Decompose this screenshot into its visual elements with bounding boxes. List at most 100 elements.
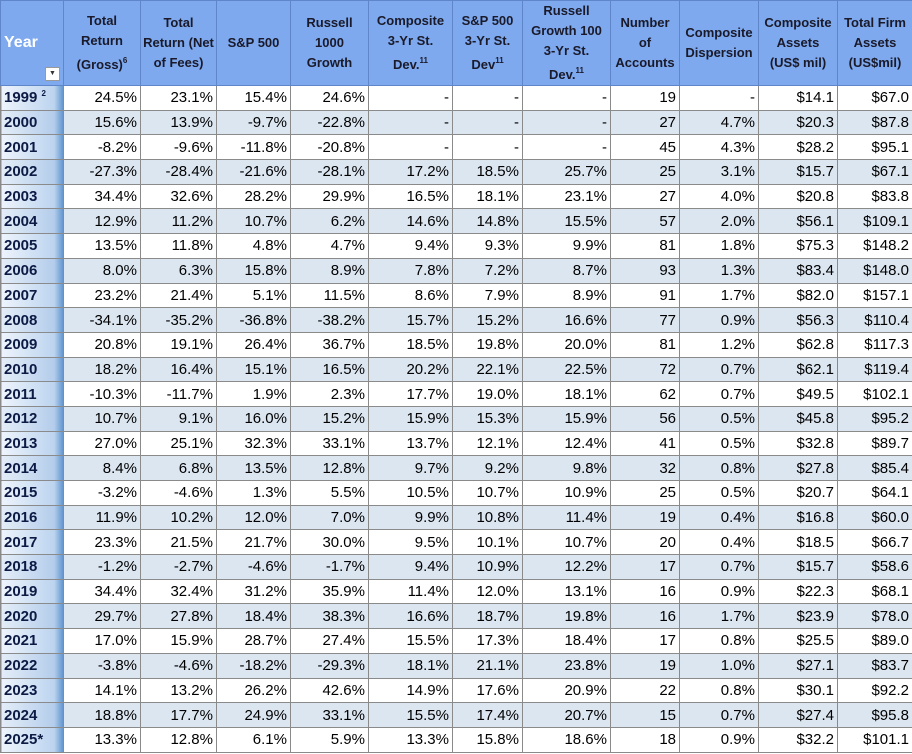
value-cell: 25.1% xyxy=(140,430,217,457)
value-cell: 15.9% xyxy=(522,405,611,432)
value-cell: - xyxy=(368,109,453,136)
value-cell: 35.9% xyxy=(290,578,369,605)
value-cell: 11.9% xyxy=(63,504,141,531)
value-cell: -4.6% xyxy=(216,554,291,580)
value-cell: -9.7% xyxy=(216,109,291,136)
value-cell: 20.2% xyxy=(368,356,453,383)
value-cell: $89.7 xyxy=(837,430,912,457)
value-cell: 9.4% xyxy=(368,554,453,580)
value-cell: 28.2% xyxy=(216,183,291,210)
value-cell: $60.0 xyxy=(837,504,912,531)
value-cell: 0.8% xyxy=(679,455,759,481)
value-cell: 0.8% xyxy=(679,628,759,654)
data-row: 1999 2 24.5% 23.1% 15.4% 24.6% - - -19- $14.1 $67… xyxy=(0,85,912,111)
value-cell: 7.8% xyxy=(368,257,453,284)
data-row: 2013 27.0% 25.1% 32.3% 33.1% 13.7% 12.1% 12.4% 4… xyxy=(0,430,912,457)
data-row: 2012 10.7% 9.1% 16.0% 15.2% 15.9% 15.3% 15.9% 56… xyxy=(0,405,912,432)
value-cell: 15 xyxy=(610,702,680,728)
column-header: Composite 3-Yr St. Dev.11 xyxy=(368,0,453,86)
value-cell: 10.7% xyxy=(63,405,141,432)
value-cell: $148.2 xyxy=(837,233,912,259)
value-cell: 21.5% xyxy=(140,529,217,556)
column-header: S&P 500 xyxy=(216,0,291,86)
year-text: 1999 xyxy=(4,89,38,107)
value-cell: 0.7% xyxy=(679,381,759,407)
value-cell: 32.4% xyxy=(140,578,217,605)
value-cell: 91 xyxy=(610,282,680,309)
value-cell: 17.4% xyxy=(452,702,523,728)
value-cell: -28.4% xyxy=(140,159,217,185)
value-cell: -18.2% xyxy=(216,652,291,679)
value-cell: 6.3% xyxy=(140,257,217,284)
value-cell: 18.4% xyxy=(522,628,611,654)
year-text: 2004 xyxy=(4,212,38,230)
data-row: 2007 23.2% 21.4% 5.1% 11.5% 8.6% 7.9% 8.9% 91 1.7… xyxy=(0,282,912,309)
header-row: Year ▼ Total Return (Gross)6 Total Return (… xyxy=(0,0,912,86)
value-cell: $78.0 xyxy=(837,603,912,630)
year-cell: 2005 xyxy=(0,233,64,259)
value-cell: $92.2 xyxy=(837,677,912,704)
value-cell: $20.7 xyxy=(758,480,838,506)
value-cell: -4.6% xyxy=(140,480,217,506)
value-cell: 0.8% xyxy=(679,677,759,704)
value-cell: 0.7% xyxy=(679,356,759,383)
value-cell: 18.2% xyxy=(63,356,141,383)
value-cell: 15.7% xyxy=(368,307,453,333)
year-cell: 2001 xyxy=(0,134,64,161)
value-cell: $14.1 xyxy=(758,85,838,111)
value-cell: 8.4% xyxy=(63,455,141,481)
data-row: 2006 8.0% 6.3% 15.8% 8.9% 7.8% 7.2% 8.7% 93 1.3% $… xyxy=(0,257,912,284)
value-cell: 0.4% xyxy=(679,504,759,531)
value-cell: -11.8% xyxy=(216,134,291,161)
value-cell: 8.9% xyxy=(522,282,611,309)
value-cell: 5.9% xyxy=(290,726,369,753)
year-text: 2022 xyxy=(4,657,38,675)
year-text: 2001 xyxy=(4,138,38,156)
value-cell: 15.5% xyxy=(522,208,611,235)
value-cell: 10.7% xyxy=(522,529,611,556)
value-cell: $56.3 xyxy=(758,307,838,333)
value-cell: $32.8 xyxy=(758,430,838,457)
value-cell: -1.7% xyxy=(290,554,369,580)
value-cell: 29.9% xyxy=(290,183,369,210)
value-cell: 15.1% xyxy=(216,356,291,383)
value-cell: $18.5 xyxy=(758,529,838,556)
header-text: Composite Dispersion xyxy=(685,25,753,60)
value-cell: 19.8% xyxy=(452,331,523,358)
value-cell: 4.8% xyxy=(216,233,291,259)
year-cell: 2013 xyxy=(0,430,64,457)
value-cell: $27.1 xyxy=(758,652,838,679)
footnote-ref: 11 xyxy=(495,56,504,65)
value-cell: 18.7% xyxy=(452,603,523,630)
value-cell: 10.8% xyxy=(452,504,523,531)
year-text: 2019 xyxy=(4,583,38,601)
value-cell: $28.2 xyxy=(758,134,838,161)
value-cell: $16.8 xyxy=(758,504,838,531)
value-cell: $27.4 xyxy=(758,702,838,728)
column-header: Number of Accounts xyxy=(610,0,680,86)
value-cell: 23.3% xyxy=(63,529,141,556)
value-cell: 15.6% xyxy=(63,109,141,136)
value-cell: 18.5% xyxy=(368,331,453,358)
value-cell: -2.7% xyxy=(140,554,217,580)
year-cell: 2016 xyxy=(0,504,64,531)
value-cell: 12.2% xyxy=(522,554,611,580)
value-cell: -35.2% xyxy=(140,307,217,333)
value-cell: -36.8% xyxy=(216,307,291,333)
value-cell: 1.0% xyxy=(679,652,759,679)
column-header: Total Return (Net of Fees) xyxy=(140,0,217,86)
value-cell: 27.0% xyxy=(63,430,141,457)
value-cell: 18.5% xyxy=(452,159,523,185)
value-cell: $64.1 xyxy=(837,480,912,506)
value-cell: -28.1% xyxy=(290,159,369,185)
header-text: Total Return (Net of Fees) xyxy=(143,15,214,70)
filter-button[interactable]: ▼ xyxy=(45,67,60,81)
value-cell: 8.7% xyxy=(522,257,611,284)
value-cell: 19.8% xyxy=(522,603,611,630)
value-cell: 24.5% xyxy=(63,85,141,111)
value-cell: $49.5 xyxy=(758,381,838,407)
value-cell: 16.4% xyxy=(140,356,217,383)
value-cell: 10.2% xyxy=(140,504,217,531)
data-row: 2024 18.8% 17.7% 24.9% 33.1% 15.5% 17.4% 20.7% 1… xyxy=(0,702,912,728)
